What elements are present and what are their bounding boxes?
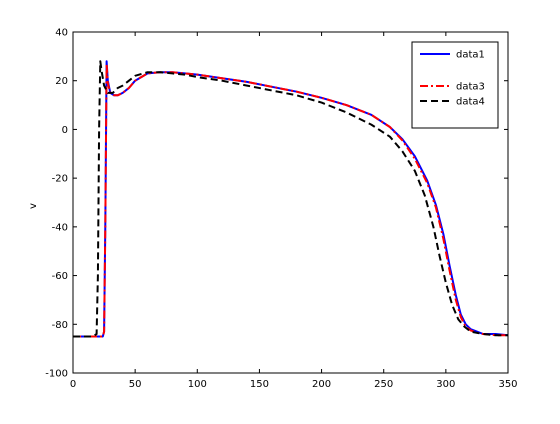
- y-axis-label: v: [28, 203, 39, 209]
- series-line-data3: [73, 62, 508, 338]
- legend-box: [411, 41, 499, 129]
- y-tick-label: 0: [62, 125, 68, 136]
- series-layer: [73, 60, 509, 338]
- legend-label-data3: data3: [456, 82, 485, 93]
- y-tick-label: -100: [45, 369, 68, 380]
- legend-label-data4: data4: [456, 97, 485, 108]
- legend: data1 data3 data4: [411, 41, 499, 129]
- x-tick-label: 150: [250, 379, 269, 390]
- y-tick-label: 20: [55, 76, 68, 87]
- y-tick-label: -20: [52, 174, 68, 185]
- x-tick-label: 100: [188, 379, 207, 390]
- x-tick-label: 50: [129, 379, 142, 390]
- x-tick-label: 200: [312, 379, 331, 390]
- y-tick-label: -40: [52, 222, 68, 233]
- legend-label-data1: data1: [456, 50, 485, 61]
- y-tick-label: -80: [52, 320, 68, 331]
- y-tick-label: -60: [52, 271, 68, 282]
- x-tick-label: 350: [498, 379, 517, 390]
- y-tick-label: 40: [55, 28, 68, 39]
- x-tick-label: 300: [436, 379, 455, 390]
- x-tick-label: 0: [70, 379, 76, 390]
- x-tick-label: 250: [374, 379, 393, 390]
- series-line-data4: [73, 60, 508, 338]
- axes-box: [72, 31, 509, 374]
